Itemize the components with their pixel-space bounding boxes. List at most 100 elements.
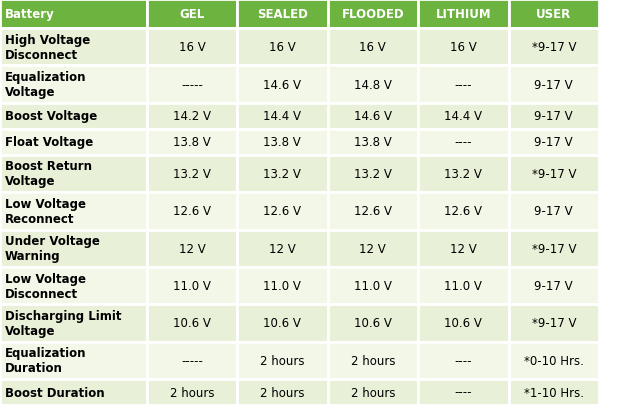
Bar xyxy=(328,156,418,193)
Bar xyxy=(509,305,599,342)
Text: 10.6 V: 10.6 V xyxy=(444,317,482,330)
Text: 14.6 V: 14.6 V xyxy=(263,79,301,92)
Bar xyxy=(418,267,509,305)
Bar xyxy=(328,267,418,305)
Text: 16 V: 16 V xyxy=(450,41,477,54)
Text: 13.8 V: 13.8 V xyxy=(173,136,211,149)
Bar xyxy=(147,29,237,66)
Text: FLOODED: FLOODED xyxy=(341,8,404,21)
Text: Boost Return
Voltage: Boost Return Voltage xyxy=(5,160,92,188)
Text: 13.2 V: 13.2 V xyxy=(444,168,482,181)
Text: 12.6 V: 12.6 V xyxy=(263,205,301,218)
Text: 2 hours: 2 hours xyxy=(260,386,305,399)
Text: 2 hours: 2 hours xyxy=(260,354,305,367)
Bar xyxy=(237,156,328,193)
Bar xyxy=(509,193,599,230)
Bar xyxy=(147,0,237,29)
Bar xyxy=(509,66,599,104)
Bar xyxy=(237,0,328,29)
Text: Boost Voltage: Boost Voltage xyxy=(5,110,97,123)
Text: 14.6 V: 14.6 V xyxy=(354,110,392,123)
Bar xyxy=(0,193,147,230)
Text: *9-17 V: *9-17 V xyxy=(532,168,576,181)
Text: Boost Duration: Boost Duration xyxy=(5,386,105,399)
Text: High Voltage
Disconnect: High Voltage Disconnect xyxy=(5,34,90,62)
Bar xyxy=(147,104,237,130)
Text: 12.6 V: 12.6 V xyxy=(173,205,211,218)
Bar xyxy=(147,379,237,405)
Bar xyxy=(418,156,509,193)
Bar xyxy=(328,29,418,66)
Text: 2 hours: 2 hours xyxy=(351,354,395,367)
Text: GEL: GEL xyxy=(179,8,205,21)
Text: *9-17 V: *9-17 V xyxy=(532,242,576,255)
Text: 13.8 V: 13.8 V xyxy=(263,136,301,149)
Text: 16 V: 16 V xyxy=(269,41,296,54)
Text: 9-17 V: 9-17 V xyxy=(535,79,573,92)
Bar xyxy=(418,342,509,379)
Text: -----: ----- xyxy=(181,354,203,367)
Text: 11.0 V: 11.0 V xyxy=(263,279,301,292)
Bar xyxy=(237,193,328,230)
Bar xyxy=(418,0,509,29)
Text: 10.6 V: 10.6 V xyxy=(263,317,301,330)
Bar xyxy=(509,267,599,305)
Text: Discharging Limit
Voltage: Discharging Limit Voltage xyxy=(5,309,122,337)
Bar xyxy=(418,104,509,130)
Text: 12.6 V: 12.6 V xyxy=(354,205,392,218)
Bar xyxy=(328,193,418,230)
Text: 11.0 V: 11.0 V xyxy=(354,279,392,292)
Bar xyxy=(509,104,599,130)
Text: 14.4 V: 14.4 V xyxy=(263,110,301,123)
Text: 10.6 V: 10.6 V xyxy=(354,317,392,330)
Bar xyxy=(237,379,328,405)
Text: LITHIUM: LITHIUM xyxy=(436,8,491,21)
Text: Equalization
Duration: Equalization Duration xyxy=(5,347,87,375)
Bar xyxy=(328,130,418,156)
Bar xyxy=(0,379,147,405)
Text: 13.2 V: 13.2 V xyxy=(263,168,301,181)
Text: *1-10 Hrs.: *1-10 Hrs. xyxy=(524,386,584,399)
Text: *0-10 Hrs.: *0-10 Hrs. xyxy=(524,354,583,367)
Bar xyxy=(147,305,237,342)
Text: 9-17 V: 9-17 V xyxy=(535,110,573,123)
Bar xyxy=(418,230,509,267)
Bar xyxy=(328,379,418,405)
Bar xyxy=(0,267,147,305)
Text: Low Voltage
Disconnect: Low Voltage Disconnect xyxy=(5,272,86,300)
Text: ----: ---- xyxy=(454,79,472,92)
Bar xyxy=(0,29,147,66)
Bar xyxy=(0,66,147,104)
Text: 14.4 V: 14.4 V xyxy=(444,110,482,123)
Bar xyxy=(328,342,418,379)
Text: Equalization
Voltage: Equalization Voltage xyxy=(5,71,87,99)
Text: *9-17 V: *9-17 V xyxy=(532,317,576,330)
Text: Battery: Battery xyxy=(5,8,55,21)
Text: 11.0 V: 11.0 V xyxy=(173,279,211,292)
Bar xyxy=(147,66,237,104)
Bar xyxy=(418,66,509,104)
Bar xyxy=(0,130,147,156)
Text: ----: ---- xyxy=(454,136,472,149)
Text: ----: ---- xyxy=(454,386,472,399)
Bar xyxy=(509,156,599,193)
Bar xyxy=(147,230,237,267)
Bar xyxy=(147,193,237,230)
Text: 13.2 V: 13.2 V xyxy=(354,168,392,181)
Bar xyxy=(237,305,328,342)
Text: 2 hours: 2 hours xyxy=(170,386,214,399)
Text: 9-17 V: 9-17 V xyxy=(535,205,573,218)
Bar xyxy=(237,267,328,305)
Bar xyxy=(418,29,509,66)
Text: Under Voltage
Warning: Under Voltage Warning xyxy=(5,234,100,262)
Bar xyxy=(237,230,328,267)
Text: 12 V: 12 V xyxy=(450,242,477,255)
Bar xyxy=(509,342,599,379)
Bar xyxy=(328,230,418,267)
Text: 16 V: 16 V xyxy=(178,41,205,54)
Text: 9-17 V: 9-17 V xyxy=(535,136,573,149)
Bar xyxy=(237,104,328,130)
Bar xyxy=(0,230,147,267)
Bar xyxy=(0,156,147,193)
Text: *9-17 V: *9-17 V xyxy=(532,41,576,54)
